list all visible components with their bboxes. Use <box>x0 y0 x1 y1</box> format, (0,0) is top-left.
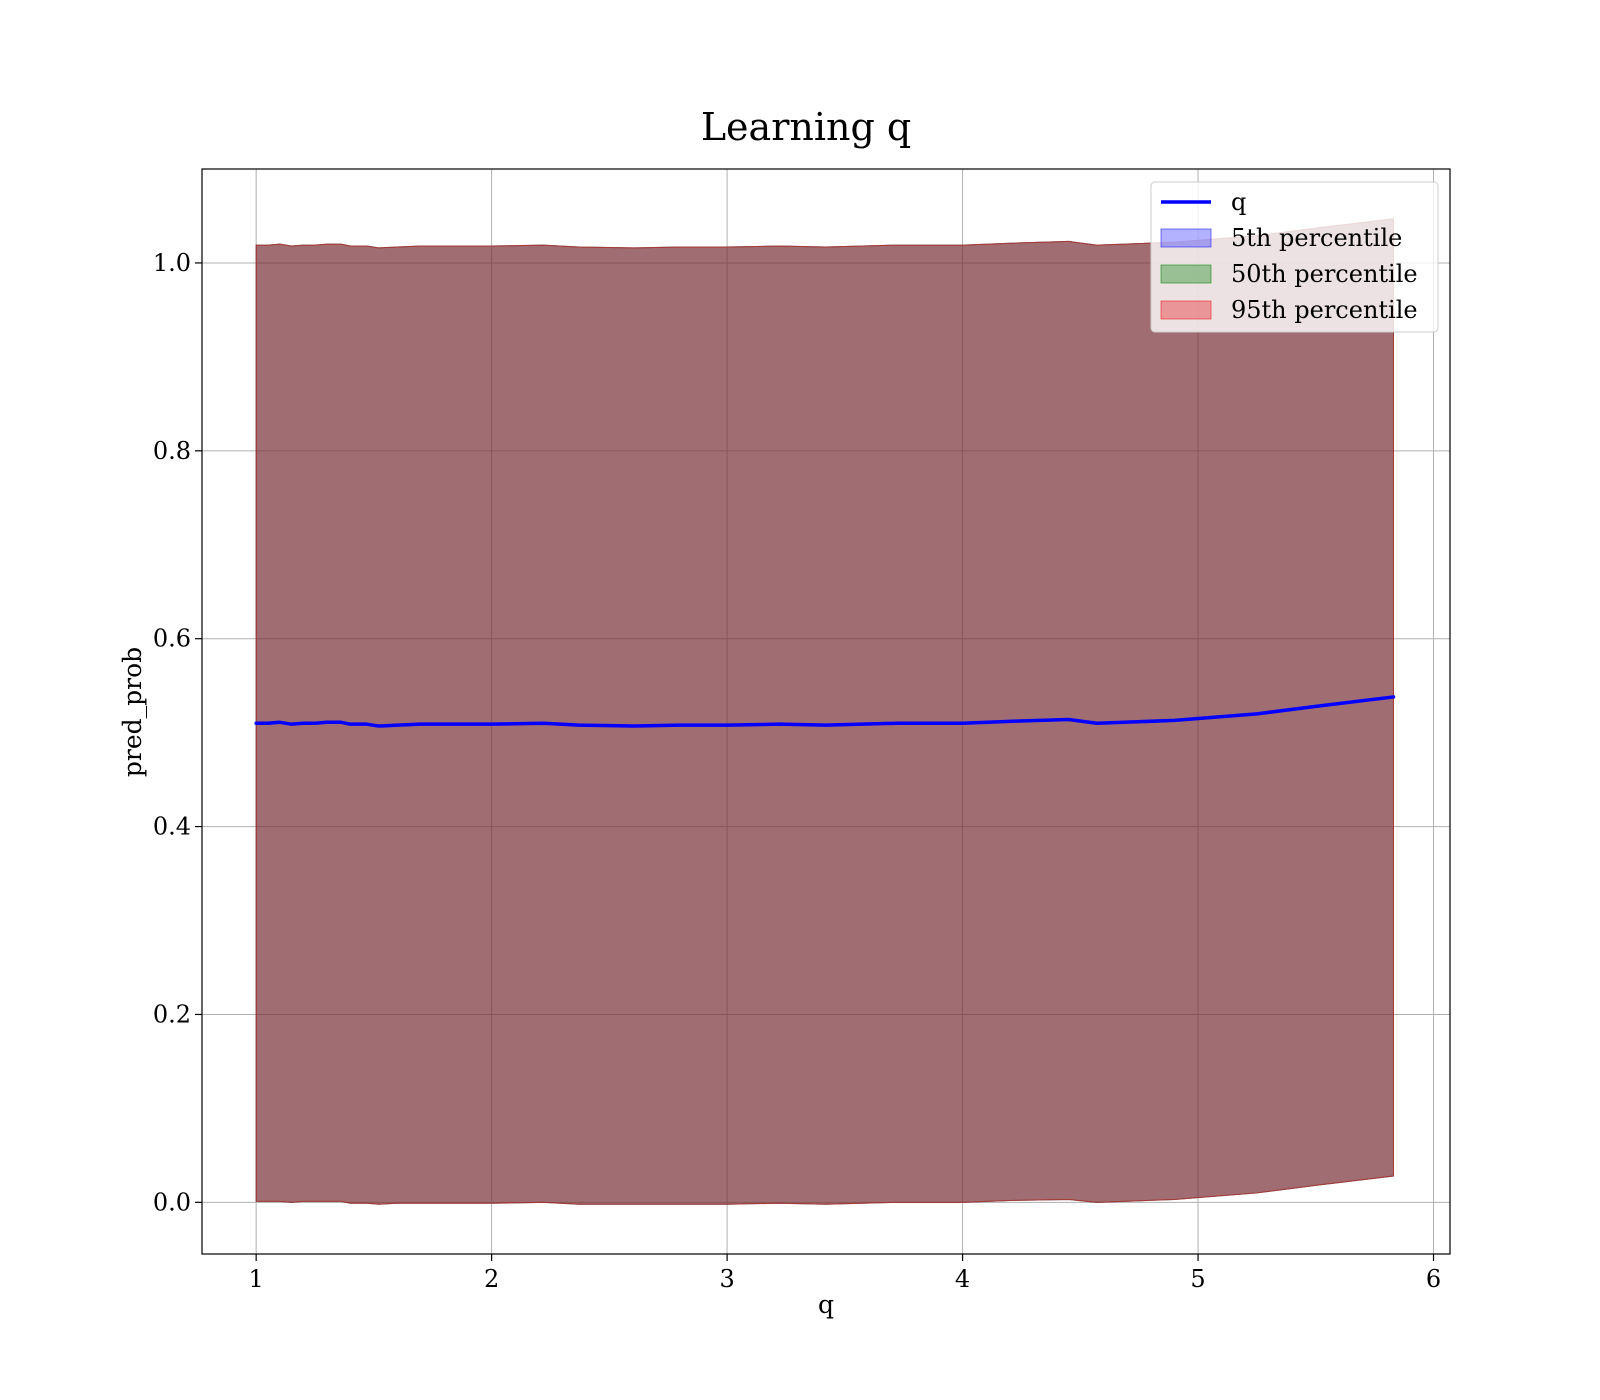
y-tick-label: 1.0 <box>153 249 191 277</box>
legend-label: 50th percentile <box>1231 260 1418 288</box>
x-tick-label: 5 <box>1190 1265 1205 1293</box>
x-tick-label: 2 <box>484 1265 499 1293</box>
legend-swatch-patch <box>1160 300 1212 320</box>
percentile-bands <box>255 218 1394 1205</box>
axes-frame <box>201 168 1451 1255</box>
legend: q 5th percentile 50th percentile 95th perce… <box>1150 181 1439 333</box>
q-series <box>254 695 1396 728</box>
x-tick-label: 1 <box>249 1265 264 1293</box>
chart-title: Learning q <box>701 105 911 149</box>
q-line <box>254 695 1396 728</box>
x-axis-label: q <box>818 1290 834 1319</box>
legend-swatch-patch <box>1160 228 1212 248</box>
legend-label: q <box>1231 188 1246 216</box>
x-tick-label: 6 <box>1426 1265 1441 1293</box>
legend-box <box>1150 181 1439 333</box>
x-tick-label: 4 <box>955 1265 970 1293</box>
legend-label: 95th percentile <box>1231 296 1418 324</box>
legend-swatch-patch <box>1160 264 1212 284</box>
y-tick-label: 0.2 <box>153 1000 191 1028</box>
grid <box>202 169 1450 1254</box>
y-tick-label: 0.6 <box>153 625 191 653</box>
y-tick-label: 0.0 <box>153 1188 191 1216</box>
y-tick-label: 0.8 <box>153 437 191 465</box>
x-tick-label: 3 <box>719 1265 734 1293</box>
legend-label: 5th percentile <box>1231 224 1402 252</box>
y-axis-label: pred_prob <box>118 647 147 777</box>
y-tick-label: 0.4 <box>153 813 191 841</box>
band-3 <box>255 218 1394 1205</box>
axis-ticks: 1 2 3 4 5 6 0.0 0.2 0.4 0.6 0.8 1.0 <box>153 249 1441 1293</box>
